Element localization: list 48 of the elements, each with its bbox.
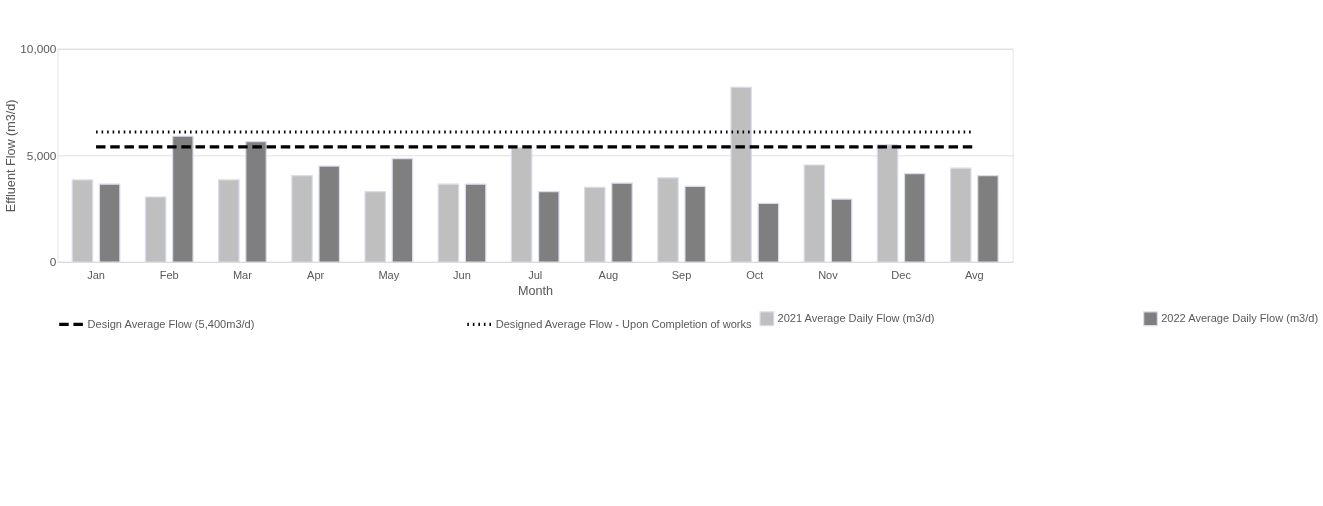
- x-tick-label: Apr: [307, 268, 325, 281]
- x-tick-label: Oct: [746, 268, 764, 281]
- x-axis-title: Month: [518, 283, 554, 298]
- bar: [318, 165, 340, 263]
- x-tick-label: Mar: [232, 268, 253, 281]
- bar: [364, 191, 387, 263]
- bar: [391, 158, 414, 263]
- y-tick-label: 10,000: [20, 42, 57, 57]
- bar: [464, 183, 487, 263]
- legend-label: 2022 Average Daily Flow (m3/d): [1161, 311, 1319, 324]
- bar: [98, 183, 121, 263]
- x-tick-label: Avg: [964, 268, 984, 281]
- x-tick-label: May: [378, 268, 400, 281]
- bar: [830, 198, 853, 263]
- bar: [876, 144, 899, 263]
- bar: [144, 196, 167, 263]
- legend-label: Design Average Flow (5,400m3/d): [87, 317, 255, 330]
- bar: [437, 183, 460, 263]
- bar: [245, 140, 267, 263]
- y-tick-label: 5,000: [26, 148, 57, 163]
- y-tick-label: 0: [49, 255, 57, 270]
- bar: [803, 164, 826, 263]
- bar: [684, 185, 706, 263]
- x-tick-label: Aug: [598, 268, 619, 281]
- bar: [903, 172, 926, 263]
- x-tick-label: Jun: [453, 268, 471, 281]
- bar: [977, 175, 999, 263]
- x-tick-label: Sep: [671, 268, 692, 281]
- bar: [657, 177, 679, 263]
- bar: [218, 179, 240, 263]
- bar: [949, 167, 972, 263]
- bar: [510, 147, 533, 263]
- x-tick-label: Feb: [159, 268, 179, 281]
- bar: [757, 202, 780, 263]
- legend-label: 2021 Average Daily Flow (m3/d): [777, 311, 935, 324]
- x-tick-label: Dec: [891, 268, 912, 281]
- bar: [730, 86, 752, 263]
- bar: [538, 191, 560, 263]
- x-tick-label: Jan: [87, 268, 105, 281]
- bar: [71, 179, 94, 263]
- bar: [611, 182, 633, 263]
- bar: [172, 135, 194, 263]
- legend-label: Designed Average Flow - Upon Completion of works: [495, 317, 753, 330]
- y-axis-title: Effluent Flow (m3/d): [3, 99, 18, 213]
- x-tick-label: Nov: [818, 268, 839, 281]
- bar: [291, 175, 313, 263]
- bar: [584, 186, 606, 263]
- x-tick-label: Jul: [528, 268, 543, 281]
